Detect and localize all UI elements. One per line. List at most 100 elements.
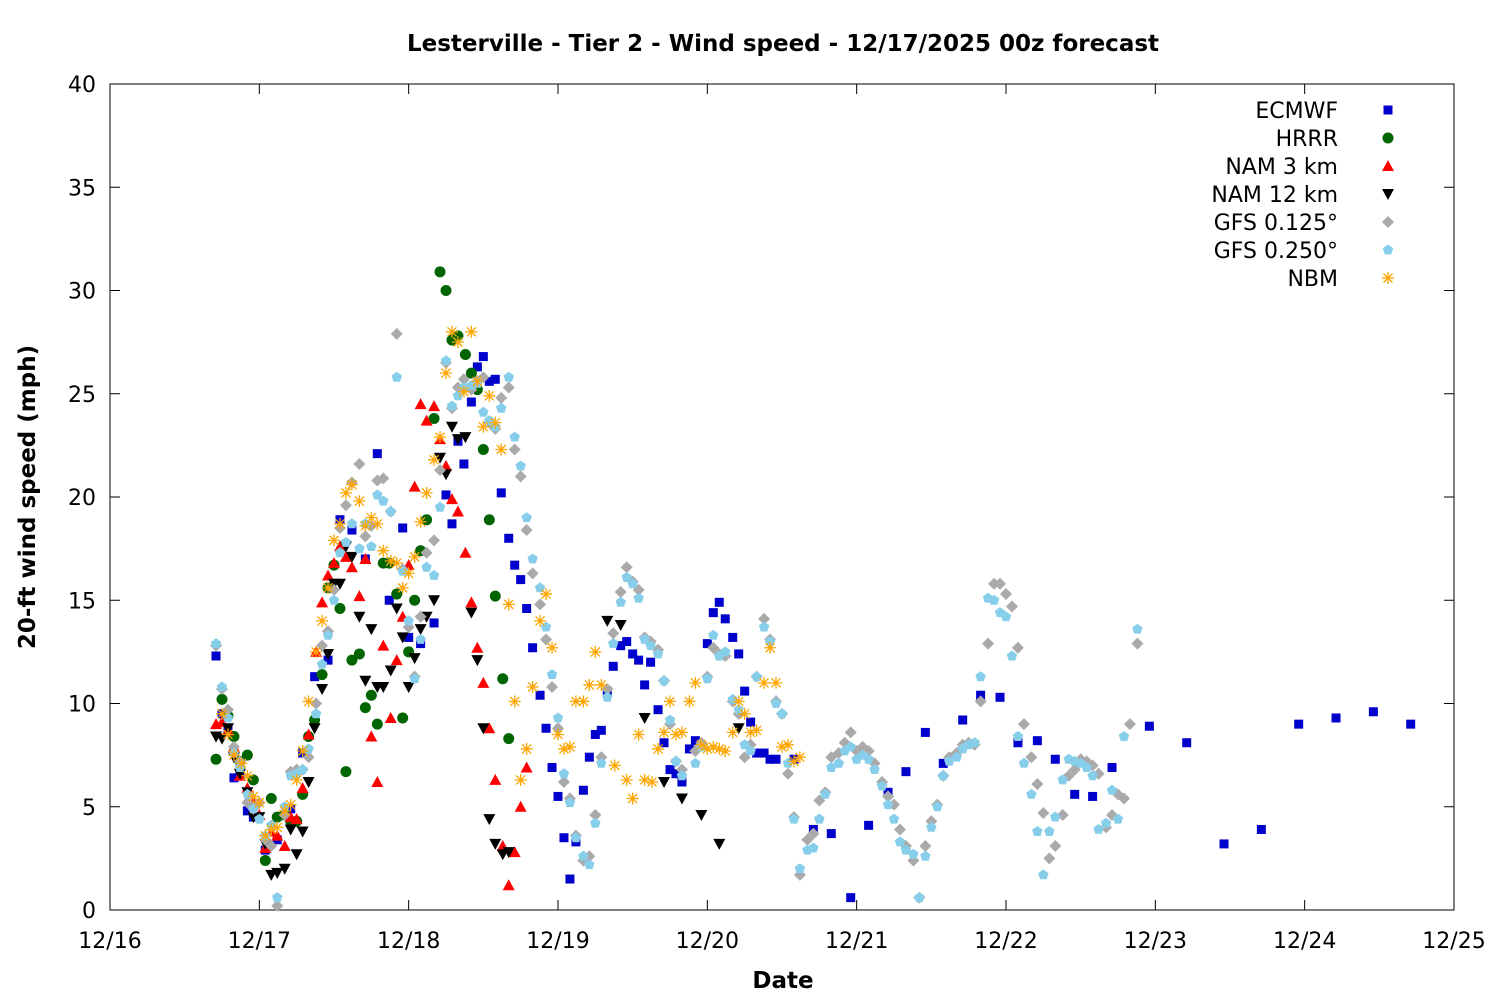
legend-label: ECMWF — [1255, 99, 1338, 124]
data-point — [882, 790, 895, 803]
data-point — [510, 560, 520, 570]
data-point — [646, 775, 659, 788]
data-point — [1050, 754, 1060, 764]
data-point — [702, 673, 713, 684]
data-point — [627, 578, 638, 589]
data-point — [558, 768, 570, 779]
data-point — [1032, 826, 1043, 836]
data-point — [608, 661, 618, 671]
data-point — [377, 681, 390, 693]
data-point — [758, 621, 770, 632]
data-point — [459, 432, 472, 444]
data-point — [378, 495, 389, 506]
data-point — [589, 809, 602, 822]
data-point — [359, 552, 372, 564]
data-point — [409, 594, 421, 606]
data-point — [483, 722, 496, 734]
y-axis-label: 20-ft wind speed (mph) — [15, 345, 41, 649]
data-point — [371, 775, 384, 787]
data-point — [701, 742, 714, 755]
data-point — [820, 788, 831, 799]
data-point — [1294, 719, 1304, 729]
x-tick-label: 12/17 — [228, 929, 291, 954]
data-point — [445, 421, 458, 433]
data-point — [633, 592, 644, 603]
data-point — [1182, 738, 1192, 748]
data-point — [746, 717, 756, 727]
data-point — [739, 739, 750, 750]
data-point — [278, 804, 291, 817]
legend-label: NAM 3 km — [1225, 155, 1338, 180]
y-tick-label: 30 — [68, 280, 96, 305]
data-point — [345, 551, 358, 563]
data-point — [434, 464, 447, 477]
data-point — [484, 376, 494, 386]
data-point — [391, 371, 402, 382]
data-point — [771, 754, 781, 764]
data-point — [297, 764, 308, 774]
data-point — [459, 459, 469, 469]
data-point — [665, 765, 675, 775]
data-point — [421, 561, 432, 572]
data-point — [733, 704, 744, 715]
data-point — [553, 791, 563, 801]
data-point — [434, 266, 446, 278]
data-point — [235, 757, 248, 770]
data-point — [826, 829, 836, 839]
data-point — [345, 561, 358, 573]
legend-marker — [1382, 189, 1394, 200]
data-point — [646, 657, 656, 667]
data-point — [514, 773, 527, 786]
data-point — [638, 773, 651, 786]
data-point — [726, 726, 739, 739]
data-point — [794, 863, 806, 874]
data-point — [595, 678, 608, 691]
data-point — [346, 654, 358, 666]
y-tick-label: 15 — [68, 589, 96, 614]
data-point — [428, 595, 441, 607]
y-tick-label: 5 — [82, 796, 96, 821]
data-point — [489, 838, 502, 850]
data-point — [502, 598, 515, 611]
data-point — [540, 588, 553, 601]
data-point — [477, 723, 490, 735]
data-point — [428, 400, 441, 412]
data-point — [787, 755, 800, 768]
data-point — [675, 793, 688, 805]
data-point — [1100, 817, 1112, 828]
data-point — [601, 683, 614, 696]
data-point — [1032, 736, 1042, 746]
data-point — [515, 460, 526, 471]
data-point — [770, 676, 783, 689]
data-point — [584, 859, 595, 869]
data-point — [478, 406, 489, 417]
data-point — [377, 472, 390, 485]
data-point — [683, 695, 696, 708]
x-tick-label: 12/18 — [377, 929, 440, 954]
data-point — [502, 381, 515, 394]
data-point — [328, 534, 340, 547]
data-point — [620, 561, 633, 574]
data-point — [1123, 718, 1136, 731]
data-point — [920, 850, 931, 861]
data-point — [702, 639, 712, 649]
data-point — [359, 530, 372, 543]
data-point — [278, 863, 291, 875]
data-point — [333, 517, 346, 530]
data-point — [758, 612, 771, 625]
data-point — [750, 724, 763, 737]
data-point — [465, 596, 478, 608]
y-axis: 0 5 10 15 20 25 30 35 40 — [68, 73, 1454, 924]
data-point — [728, 632, 738, 642]
data-point — [340, 766, 352, 778]
data-point — [216, 693, 228, 705]
data-point — [322, 629, 334, 640]
data-point — [882, 799, 894, 810]
data-point — [414, 515, 427, 528]
y-tick-label: 20 — [68, 486, 96, 511]
data-point — [626, 792, 639, 805]
data-point — [1017, 718, 1030, 731]
data-point — [664, 695, 676, 708]
data-point — [390, 327, 403, 340]
data-point — [365, 511, 378, 524]
